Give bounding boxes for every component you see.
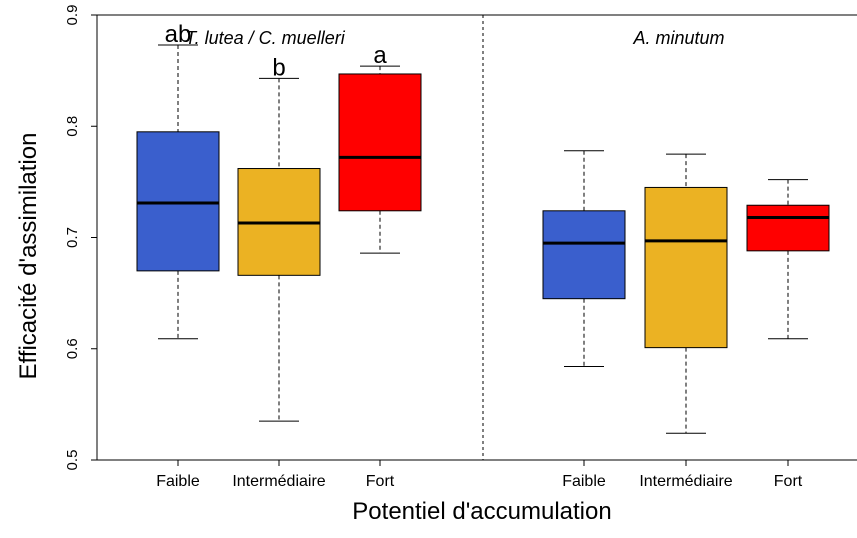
significance-letter: a: [373, 42, 387, 69]
significance-letter: ab: [165, 21, 192, 48]
significance-letter: b: [272, 54, 285, 81]
y-tick-label: 0.5: [64, 450, 81, 471]
x-tick-label: Fort: [366, 473, 395, 490]
x-tick-label: Fort: [774, 473, 803, 490]
y-tick-label: 0.9: [64, 5, 81, 26]
x-tick-label: Intermédiaire: [639, 473, 732, 490]
box: [136, 131, 220, 272]
box: [746, 204, 830, 252]
x-tick-label: Faible: [562, 473, 606, 490]
x-tick-label: Faible: [156, 473, 200, 490]
box: [542, 210, 626, 300]
box: [644, 186, 728, 349]
x-axis-title: Potentiel d'accumulation: [352, 498, 611, 525]
box: [338, 73, 422, 212]
y-tick-label: 0.6: [64, 338, 81, 359]
x-tick-label: Intermédiaire: [232, 473, 325, 490]
panel-title: A. minutum: [632, 28, 724, 48]
y-axis-title: Efficacité d'assimilation: [15, 133, 42, 380]
panel-title: T. lutea / C. muelleri: [185, 28, 345, 48]
y-tick-label: 0.7: [64, 227, 81, 248]
y-tick-label: 0.8: [64, 116, 81, 137]
